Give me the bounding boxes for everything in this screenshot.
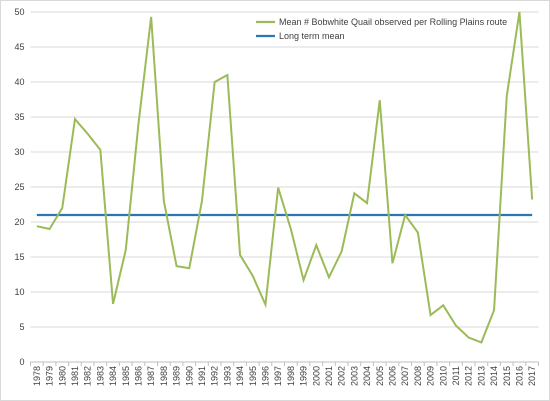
x-tick-label: 2017 — [527, 366, 537, 386]
legend: Mean # Bobwhite Quail observed per Rolli… — [256, 17, 507, 41]
y-tick-label: 45 — [14, 42, 24, 52]
x-tick-label: 2010 — [438, 366, 448, 386]
x-tick-label: 2013 — [476, 366, 486, 386]
x-tick-label: 1990 — [184, 366, 194, 386]
y-tick-label: 0 — [19, 357, 24, 367]
x-tick-label: 2004 — [362, 366, 372, 386]
legend-label-quail: Mean # Bobwhite Quail observed per Rolli… — [279, 17, 507, 27]
x-tick-label: 1981 — [70, 366, 80, 386]
x-tick-label: 2012 — [464, 366, 474, 386]
x-tick-label: 2001 — [324, 366, 334, 386]
y-tick-label: 50 — [14, 7, 24, 17]
x-tick-label: 1985 — [121, 366, 131, 386]
x-axis-ticks: 1978 1979 1980 1981 1982 1983 1984 1985 1986 1987… — [32, 366, 537, 386]
x-tick-label: 2008 — [413, 366, 423, 386]
x-tick-label: 1979 — [45, 366, 55, 386]
x-tick-label: 1992 — [210, 366, 220, 386]
x-tick-label: 1982 — [83, 366, 93, 386]
x-tick-label: 2000 — [311, 366, 321, 386]
x-tick-label: 2006 — [387, 366, 397, 386]
x-tick-label: 1995 — [248, 366, 258, 386]
x-axis — [30, 361, 539, 366]
x-tick-label: 2007 — [400, 366, 410, 386]
gridlines — [30, 11, 539, 328]
x-tick-label: 1986 — [133, 366, 143, 386]
y-axis-ticks: 0 5 10 15 20 25 30 35 40 45 50 — [14, 7, 24, 367]
x-tick-label: 2009 — [426, 366, 436, 386]
x-tick-label: 2003 — [349, 366, 359, 386]
x-tick-label: 1998 — [286, 366, 296, 386]
x-tick-label: 1989 — [172, 366, 182, 386]
y-tick-label: 15 — [14, 252, 24, 262]
x-tick-label: 1978 — [32, 366, 42, 386]
x-tick-label: 1997 — [273, 366, 283, 386]
legend-label-mean: Long term mean — [279, 31, 345, 41]
x-tick-label: 2002 — [337, 366, 347, 386]
y-tick-label: 30 — [14, 147, 24, 157]
x-tick-label: 2015 — [502, 366, 512, 386]
x-tick-label: 2005 — [375, 366, 385, 386]
x-tick-label: 1984 — [108, 366, 118, 386]
series-lines — [36, 11, 534, 344]
x-tick-label: 1988 — [159, 366, 169, 386]
y-tick-label: 35 — [14, 112, 24, 122]
y-tick-label: 40 — [14, 77, 24, 87]
x-tick-label: 2014 — [489, 366, 499, 386]
x-tick-label: 1991 — [197, 366, 207, 386]
x-tick-label: 1980 — [57, 366, 67, 386]
x-tick-label: 1983 — [95, 366, 105, 386]
x-tick-label: 1994 — [235, 366, 245, 386]
x-tick-label: 1996 — [260, 366, 270, 386]
y-tick-label: 5 — [19, 322, 24, 332]
y-tick-label: 20 — [14, 217, 24, 227]
x-tick-label: 1987 — [146, 366, 156, 386]
x-tick-label: 2011 — [451, 366, 461, 385]
x-tick-label: 2016 — [514, 366, 524, 386]
x-tick-label: 1993 — [222, 366, 232, 386]
y-tick-label: 10 — [14, 287, 24, 297]
series-line-quail — [36, 11, 534, 344]
x-tick-label: 1999 — [299, 366, 309, 386]
y-tick-label: 25 — [14, 182, 24, 192]
